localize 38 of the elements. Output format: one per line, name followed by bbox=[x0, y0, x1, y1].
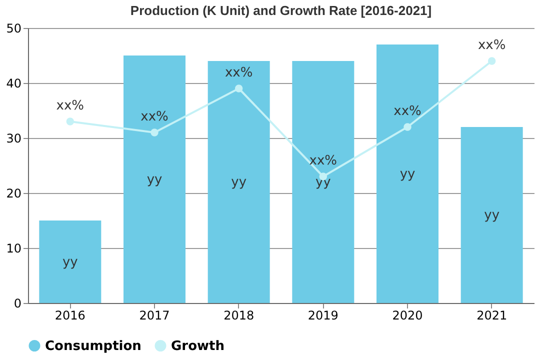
y-tick-label: 20 bbox=[6, 186, 22, 200]
chart-title: Production (K Unit) and Growth Rate [2016-2021] bbox=[130, 3, 432, 18]
point bbox=[150, 128, 158, 136]
bar bbox=[39, 220, 102, 303]
x-tick-label: 2019 bbox=[308, 308, 338, 322]
y-tick-label: 30 bbox=[6, 132, 22, 146]
data-label: yy bbox=[62, 254, 78, 270]
data-label: xx% bbox=[56, 98, 84, 114]
bar bbox=[292, 61, 354, 303]
data-label: xx% bbox=[309, 154, 338, 168]
legend-label: Consumption bbox=[45, 338, 142, 354]
point bbox=[404, 123, 412, 131]
data-label: yy bbox=[400, 166, 416, 182]
data-label: yy bbox=[231, 175, 247, 190]
bar bbox=[460, 127, 523, 303]
y-tick-label: 0 bbox=[14, 296, 22, 310]
data-label: yy bbox=[484, 208, 500, 223]
data-label: xx% bbox=[140, 110, 168, 124]
point bbox=[488, 57, 496, 65]
y-tick-label: 40 bbox=[6, 76, 22, 90]
point bbox=[234, 84, 243, 92]
x-tick-label: 2017 bbox=[139, 308, 170, 322]
y-tick-label: 10 bbox=[6, 242, 22, 256]
data-label: xx% bbox=[478, 38, 506, 53]
data-label: xx% bbox=[224, 66, 253, 80]
x-tick-label: 2021 bbox=[476, 308, 508, 322]
x-tick-label: 2020 bbox=[392, 308, 423, 322]
data-label: yy bbox=[146, 172, 162, 188]
x-tick-label: 2018 bbox=[224, 308, 254, 322]
point bbox=[66, 118, 74, 126]
bar bbox=[208, 61, 270, 303]
data-label: xx% bbox=[394, 104, 422, 119]
bar bbox=[376, 44, 438, 303]
bar bbox=[124, 56, 186, 303]
data-label: yy bbox=[315, 175, 332, 190]
x-tick-label: 2016 bbox=[54, 308, 86, 322]
legend-label: Growth bbox=[171, 338, 224, 354]
y-tick-label: 50 bbox=[6, 22, 22, 36]
